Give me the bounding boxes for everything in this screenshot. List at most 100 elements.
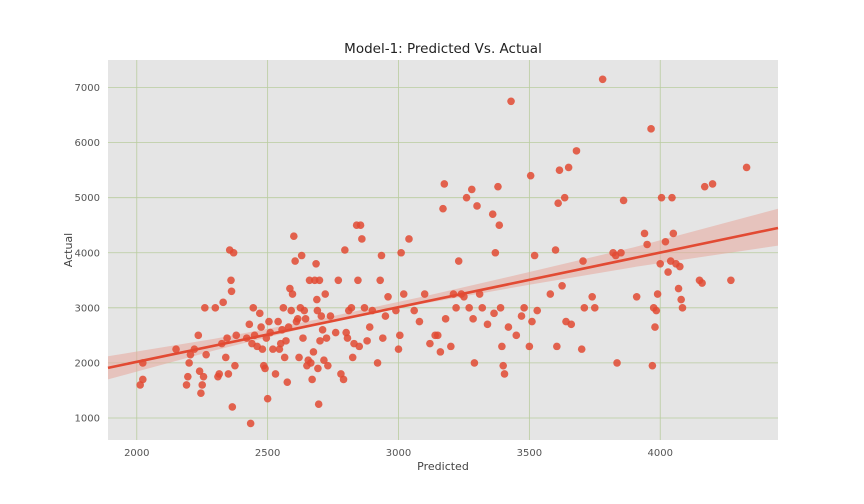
data-point [483,320,492,329]
data-point [288,290,297,298]
data-point [454,257,463,265]
data-point [318,326,327,334]
data-point [365,323,374,331]
data-point [462,193,471,202]
data-point [343,334,352,342]
data-point [495,221,504,230]
data-point [676,262,684,271]
data-point [473,202,481,210]
data-point [184,372,192,381]
data-point [186,350,195,359]
data-point [478,304,487,312]
chart-title: Model-1: Predicted Vs. Actual [344,41,542,57]
data-point [640,229,649,238]
data-point [322,334,331,342]
data-point [475,290,484,298]
x-axis-label: Predicted [417,460,469,473]
data-point [598,75,607,84]
data-point [520,304,528,312]
confidence-band-group [108,208,778,380]
data-point [280,353,289,362]
data-point [490,309,498,318]
data-point [700,182,709,191]
data-point [331,328,340,337]
data-point [657,193,666,202]
data-point [533,306,542,315]
data-point [246,419,255,428]
data-point [669,229,678,238]
data-point [312,259,320,268]
data-point [415,317,424,326]
data-point [347,304,356,312]
data-point [258,345,267,353]
regression-group [107,226,779,370]
data-point [653,290,662,298]
y-axis-label: Actual [62,233,75,267]
data-point [397,248,405,257]
data-point [504,323,513,331]
data-point [678,304,687,312]
data-point [491,248,500,257]
data-point [297,251,306,260]
data-point [316,337,324,345]
data-point [308,375,316,384]
data-point [405,235,413,243]
data-point [373,359,382,367]
data-point [674,284,683,293]
data-point [572,147,581,155]
x-tick-label: 3500 [517,448,542,459]
data-point [185,359,193,367]
data-point [420,290,429,298]
data-point [555,166,564,174]
data-point [320,356,328,364]
data-point [224,370,233,378]
data-point [228,403,237,411]
data-point [231,361,239,370]
data-point [355,342,364,351]
data-point [664,268,672,276]
data-point [354,276,362,285]
regression-line [107,226,779,370]
data-point [348,353,357,362]
data-point [227,276,235,285]
confidence-band [108,208,778,380]
data-point [440,180,449,188]
data-point [588,293,596,301]
y-tick-label: 2000 [75,358,100,369]
data-point [249,304,258,312]
data-point [577,345,586,353]
data-point [313,306,322,315]
data-point [632,293,641,301]
data-point [261,364,269,373]
data-point [517,312,526,320]
data-point [305,276,314,285]
y-tick-label: 1000 [75,413,100,424]
data-point [668,193,676,202]
data-point [727,276,735,285]
data-point [358,235,366,243]
data-point [512,331,521,340]
data-point [558,281,566,290]
data-point [313,295,321,304]
data-point [496,304,505,312]
data-point [279,304,288,312]
data-point [324,361,332,370]
data-point [379,334,387,342]
data-point [321,290,330,298]
data-point [232,331,241,340]
tick-labels: 2000 2500 3000 3500 4000 1000 2000 3000 4000 5000… [75,83,673,459]
data-point [219,298,227,307]
data-point [677,295,685,304]
data-point [194,331,203,340]
data-point [554,199,562,207]
data-point [661,237,670,246]
data-point [195,367,204,375]
data-point [215,370,224,378]
data-point [580,304,589,312]
data-point [507,97,515,106]
data-point [334,276,343,285]
data-point [498,342,506,351]
data-point [410,306,419,315]
y-tick-label: 6000 [75,138,100,149]
